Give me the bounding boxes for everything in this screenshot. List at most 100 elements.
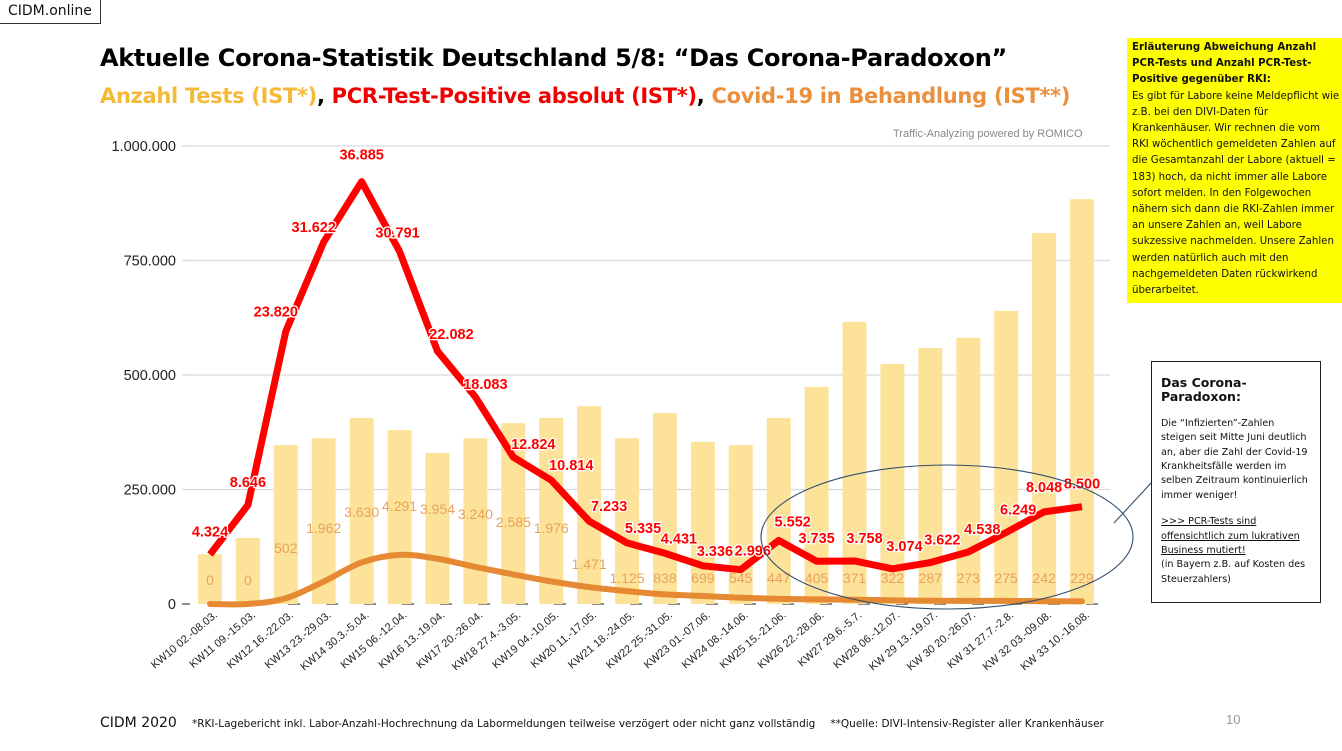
positives-line (207, 178, 1083, 574)
brand-label: CIDM.online (0, 0, 101, 24)
highlight-ellipse (760, 464, 1134, 610)
tests-bar (577, 406, 602, 604)
tests-bar (804, 386, 829, 604)
tests-bar (615, 438, 640, 604)
positives-data-label: 18.083 (463, 377, 507, 393)
explanation-body: Es gibt für Labore keine Meldepflicht wi… (1132, 90, 1340, 297)
positives-data-label: 5.335 (625, 521, 661, 537)
x-axis-ticks: KW10 02.-08.03.KW11 09.-15.03.KW12 16.-2… (149, 609, 1092, 673)
treatment-data-label: 405 (805, 570, 829, 586)
treatment-data-label: 838 (653, 570, 677, 586)
x-tick-label: KW24 08.-14.06. (680, 609, 751, 671)
tests-bar (311, 438, 336, 604)
positives-data-label: 31.622 (292, 220, 336, 236)
treatment-data-label: 3.630 (344, 504, 379, 520)
x-tick-label: KW 33 10.-16.08. (1019, 609, 1092, 673)
subtitle-tests: Anzahl Tests (IST*) (100, 84, 317, 108)
positives-data-label: 8.646 (230, 475, 266, 491)
paradox-body: Die “Infizierten”-Zahlen steigen seit Mi… (1161, 417, 1308, 501)
page-title: Aktuelle Corona-Statistik Deutschland 5/… (100, 44, 1007, 72)
positives-data-label: 7.233 (591, 499, 627, 515)
positives-data-label: 4.431 (661, 531, 697, 547)
x-tick-label: KW25 15.-21.06. (718, 609, 789, 671)
positives-data-label: 2.996 (735, 544, 771, 560)
treatment-data-label: 273 (957, 570, 981, 586)
treatment-line (207, 551, 1085, 608)
treatment-data-label: 0 (244, 572, 252, 588)
annotation-layer (760, 464, 1153, 610)
treatment-data-label: 229 (1070, 570, 1094, 586)
positives-line-group: 4.324 8.646 23.820 31.622 36.885 30.791 22.082… (191, 146, 1101, 574)
tests-bar (766, 418, 791, 604)
treatment-data-label: 4.291 (382, 498, 417, 514)
x-tick-label: KW11 09.-15.03. (188, 609, 258, 671)
treatment-data-label: 447 (767, 570, 791, 586)
x-tick-label: KW15 06.-12.04. (339, 609, 410, 671)
paradox-highlight: >>> PCR-Tests sind offensichtlich zum lu… (1161, 516, 1300, 557)
treatment-data-label: 1.976 (534, 520, 569, 536)
x-tick-label: KW12 16.-22.03. (225, 609, 296, 671)
treatment-data-label: 1.471 (572, 556, 607, 572)
page-number: 10 (1226, 712, 1241, 727)
footer: CIDM 2020 *RKI-Lagebericht inkl. Labor-A… (100, 712, 1114, 731)
x-tick-label: KW18 27.4.-3.05. (450, 609, 523, 673)
treatment-data-label: 371 (843, 570, 867, 586)
footer-brand: CIDM 2020 (100, 715, 177, 731)
x-tick-label: KW23 01.-07.06. (642, 609, 713, 671)
x-tick-label: KW 32 03.-09.08. (981, 609, 1054, 673)
treatment-data-label: 287 (919, 570, 943, 586)
positives-data-label: 5.552 (775, 514, 811, 530)
y-tick-label: 0 (168, 597, 176, 613)
positives-data-label: 6.249 (1000, 502, 1036, 518)
positives-data-label: 22.082 (429, 327, 473, 343)
tests-bar (425, 452, 450, 604)
positives-data-label: 8.048 (1026, 480, 1062, 496)
tests-bar (387, 429, 412, 604)
treatment-data-label: 3.954 (420, 501, 455, 517)
positives-data-label: 12.824 (511, 437, 555, 453)
subtitle-treatment: Covid-19 in Behandlung (IST**) (711, 84, 1071, 108)
x-tick-label: KW17 20.-26.04. (414, 609, 485, 671)
page-subtitle: Anzahl Tests (IST*), PCR-Test-Positive a… (100, 84, 1070, 108)
paradox-heading: Das Corona-Paradoxon: (1161, 375, 1247, 405)
paradox-note: (in Bayern z.B. auf Kosten des Steuerzah… (1161, 559, 1306, 585)
y-axis-ticks: 0 250.000 500.000 750.000 1.000.000 (111, 139, 176, 613)
treatment-data-label: 2.585 (496, 514, 531, 530)
treatment-data-label: 0 (206, 572, 214, 588)
treatment-data-label: 699 (691, 570, 715, 586)
tests-bar (1070, 199, 1094, 605)
tests-bar (956, 337, 981, 604)
x-tick-label: KW21 18.-24.05. (566, 609, 637, 671)
explanation-heading: Erläuterung Abweichung Anzahl PCR-Tests … (1132, 42, 1317, 86)
x-tick-label: KW13 23.-29.03. (263, 609, 334, 671)
tests-bar (273, 445, 298, 604)
paradox-box: Das Corona-Paradoxon: Die “Infizierten”-… (1151, 361, 1321, 603)
x-tick-label: KW 30 20.-26.07. (905, 609, 978, 673)
x-tick-label: KW10 02.-08.03. (149, 609, 220, 671)
tests-bar (842, 321, 867, 604)
tests-bar (198, 554, 222, 604)
positives-data-label: 3.735 (798, 531, 834, 547)
treatment-data-label: 242 (1032, 570, 1056, 586)
x-tick-label: KW16 13.-19.04. (376, 609, 447, 671)
treatment-data-label: 1.962 (306, 520, 341, 536)
positives-data-label: 4.324 (192, 524, 228, 540)
x-tick-label: KW 31 27.7.-2.8. (945, 609, 1016, 671)
y-tick-label: 500.000 (124, 368, 176, 384)
x-tick-label: KW26 22.-28.06. (756, 609, 827, 671)
positives-data-label: 3.622 (924, 533, 960, 549)
subtitle-positives: PCR-Test-Positive absolut (IST*) (331, 84, 697, 108)
positives-data-label: 3.074 (886, 539, 922, 555)
connector-line (1113, 481, 1153, 524)
footer-note-divi: **Quelle: DIVI-Intensiv-Register aller K… (830, 718, 1104, 730)
y-tick-label: 750.000 (124, 254, 176, 270)
tests-bar (501, 423, 526, 604)
treatment-data-label: 545 (729, 570, 753, 586)
positives-data-label: 10.814 (549, 458, 593, 474)
treatment-data-label: 1.125 (610, 570, 645, 586)
y-tick-label: 1.000.000 (111, 139, 176, 155)
tests-bar (1032, 233, 1057, 604)
positives-data-label: 36.885 (339, 148, 383, 164)
